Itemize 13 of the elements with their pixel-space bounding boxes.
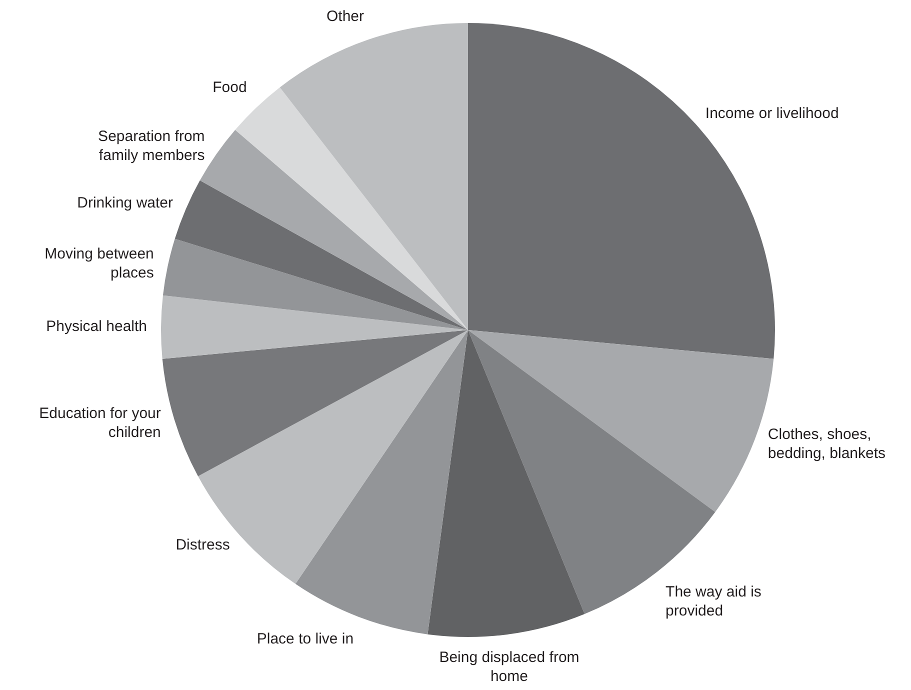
slice-label: Education for your children bbox=[39, 405, 161, 442]
slice-label: Place to live in bbox=[256, 630, 354, 648]
slice-label: Food bbox=[212, 79, 247, 96]
slice-label: Clothes, shoes, bedding, blankets bbox=[768, 426, 886, 462]
slice-label: Physical health bbox=[46, 318, 148, 336]
slice-label: Moving between places bbox=[44, 246, 154, 282]
slice-label: Drinking water bbox=[77, 194, 173, 212]
slice-label: Separation from family members bbox=[98, 128, 205, 164]
slice-label: Distress bbox=[176, 536, 230, 554]
slice-label: Other bbox=[326, 8, 364, 25]
slice-label: The way aid is provided bbox=[666, 584, 762, 620]
slice-label: Being displaced from home bbox=[439, 648, 580, 685]
slice-label: Income or livelihood bbox=[705, 105, 839, 122]
